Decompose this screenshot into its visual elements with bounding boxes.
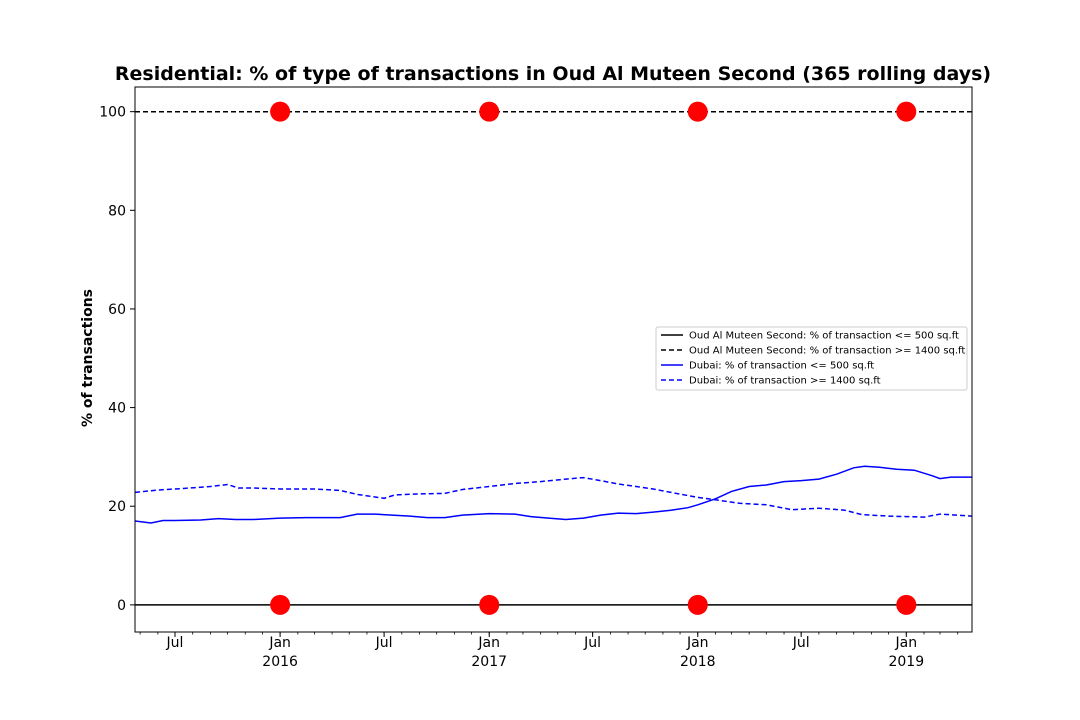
marker-point-3 xyxy=(687,101,708,122)
x-tick-year-label: 2017 xyxy=(471,654,507,670)
marker-point-1 xyxy=(270,101,291,122)
marker-point-4 xyxy=(896,101,917,122)
y-axis-label: % of transactions xyxy=(80,289,96,427)
x-tick-year-label: 2018 xyxy=(680,654,716,670)
series-line-4 xyxy=(135,476,972,518)
x-tick-label: Jan xyxy=(895,635,918,651)
y-tick-label: 40 xyxy=(108,401,126,417)
y-tick-label: 80 xyxy=(108,203,126,219)
x-tick-year-label: 2019 xyxy=(888,654,924,670)
x-tick-label: Jan xyxy=(268,635,291,651)
legend-label-3: Dubai: % of transaction <= 500 sq.ft xyxy=(689,361,874,372)
x-tick-label: Jul xyxy=(375,635,393,651)
x-tick-label: Jul xyxy=(166,635,184,651)
x-tick-year-label: 2016 xyxy=(262,654,298,670)
y-tick-label: 0 xyxy=(117,598,126,614)
y-tick-label: 60 xyxy=(108,302,126,318)
marker-point-5 xyxy=(270,594,291,615)
plot-area: 0 20 40 60 80 100 Jul Jan 2016 Jul Jan 2017 Jul Jan 20… xyxy=(99,86,973,670)
marker-point-7 xyxy=(687,594,708,615)
y-tick-label: 20 xyxy=(108,499,126,515)
legend-label-2: Oud Al Muteen Second: % of transaction >… xyxy=(689,346,965,357)
x-tick-label: Jan xyxy=(686,635,709,651)
legend-box xyxy=(655,326,968,391)
marker-point-6 xyxy=(479,594,500,615)
marker-point-2 xyxy=(479,101,500,122)
x-tick-label: Jan xyxy=(477,635,500,651)
series-line-3 xyxy=(135,465,972,524)
chart-title: Residential: % of type of transactions i… xyxy=(115,63,991,85)
axes-frame xyxy=(134,86,973,633)
legend-label-4: Dubai: % of transaction >= 1400 sq.ft xyxy=(689,376,881,387)
marker-point-8 xyxy=(896,594,917,615)
x-tick-label: Jul xyxy=(583,635,601,651)
y-tick-label: 100 xyxy=(99,105,126,121)
x-tick-label: Jul xyxy=(792,635,810,651)
legend-label-1: Oud Al Muteen Second: % of transaction <… xyxy=(689,331,959,342)
